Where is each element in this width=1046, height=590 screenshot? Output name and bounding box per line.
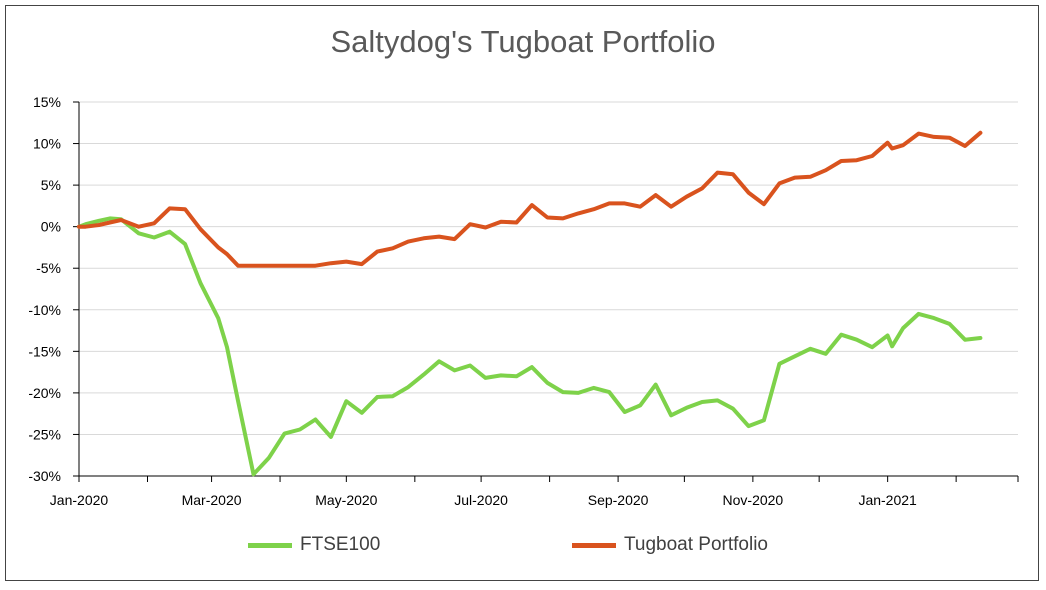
- y-tick-label: -5%: [36, 260, 61, 276]
- legend-swatch-ftse100: [248, 542, 292, 548]
- legend-label-ftse100: FTSE100: [300, 534, 381, 555]
- chart-title: Saltydog's Tugboat Portfolio: [330, 24, 716, 59]
- x-tick-label: Jan-2021: [858, 492, 917, 508]
- y-axis: 15% 10% 5% 0% -5% -10% -15% -20% -25% -30%: [28, 94, 80, 484]
- x-tick-label: May-2020: [315, 492, 377, 508]
- series-lines: [77, 130, 983, 477]
- y-tick-label: -10%: [28, 302, 61, 318]
- y-tick-label: 10%: [33, 136, 61, 152]
- legend-swatch-tugboat-portfolio: [572, 542, 616, 548]
- x-axis: Jan-2020 Mar-2020 May-2020 Jul-2020 Sep-2020…: [50, 475, 1019, 508]
- legend-item-ftse100: FTSE100: [248, 534, 380, 556]
- x-tick-label: Nov-2020: [723, 492, 784, 508]
- y-tick-label: -25%: [28, 426, 61, 442]
- legend: FTSE100 Tugboat Portfolio: [0, 534, 1046, 562]
- x-tick-label: Jan-2020: [50, 492, 109, 508]
- y-tick-label: -20%: [28, 385, 61, 401]
- gridlines: [79, 101, 1018, 477]
- y-tick-label: -15%: [28, 343, 61, 359]
- x-tick-label: Sep-2020: [588, 492, 649, 508]
- y-tick-label: -30%: [28, 468, 61, 484]
- chart-frame: [5, 5, 1039, 581]
- legend-item-tugboat-portfolio: Tugboat Portfolio: [572, 534, 768, 556]
- series-line-tugboat-portfolio: [77, 130, 983, 268]
- y-tick-label: 0%: [41, 219, 61, 235]
- x-tick-label: Mar-2020: [182, 492, 242, 508]
- legend-label-tugboat-portfolio: Tugboat Portfolio: [624, 534, 768, 555]
- x-tick-label: Jul-2020: [454, 492, 508, 508]
- series-line-ftse100: [77, 216, 983, 477]
- y-tick-label: 15%: [33, 94, 61, 110]
- y-tick-label: 5%: [41, 177, 61, 193]
